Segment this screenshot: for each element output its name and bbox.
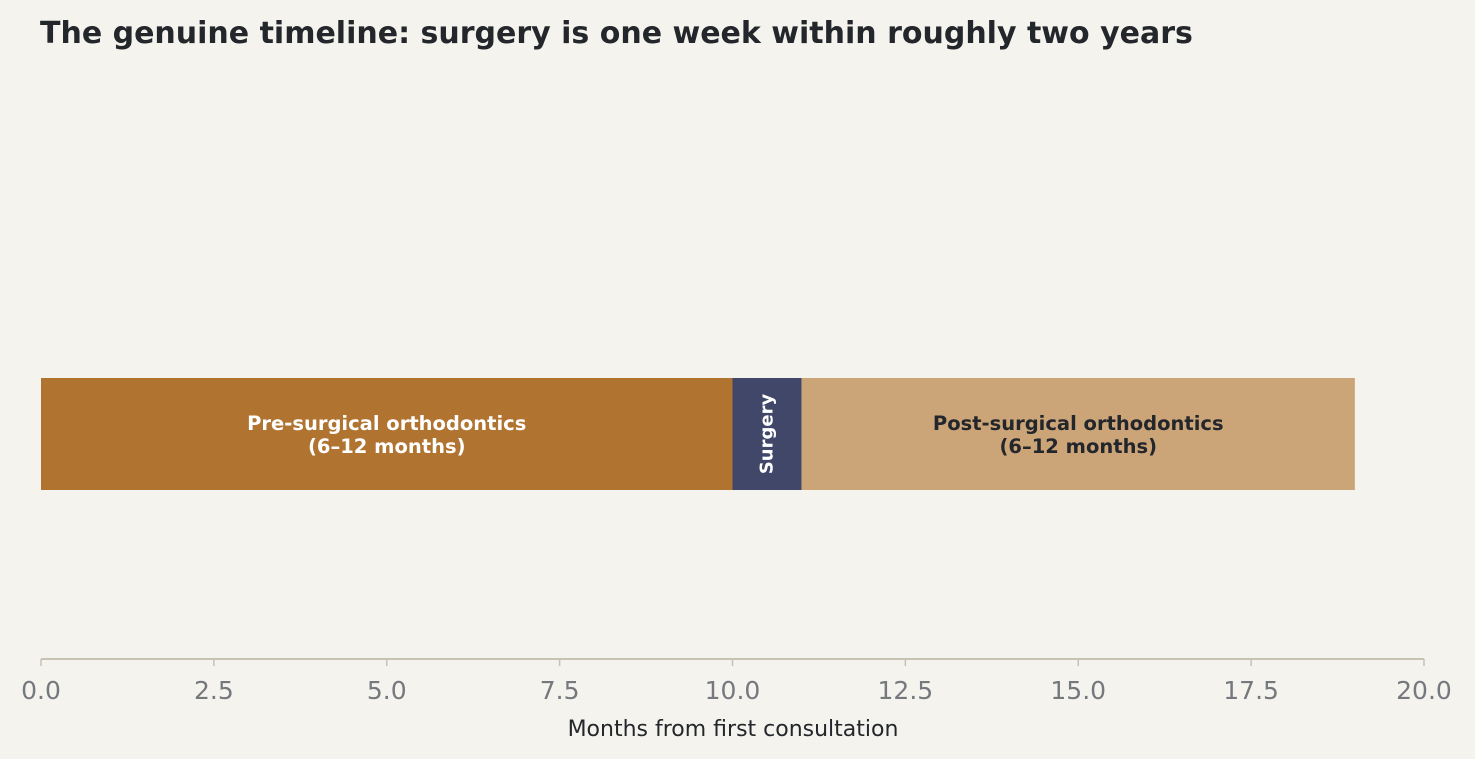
bar-segment-pre-surgical-orthodontics xyxy=(41,378,733,490)
x-tick-label: 0.0 xyxy=(21,676,61,705)
x-axis-label: Months from first consultation xyxy=(568,717,899,742)
x-tick-label: 17.5 xyxy=(1223,676,1279,705)
x-tick-label: 20.0 xyxy=(1396,676,1452,705)
x-axis: 0.0 2.5 5.0 7.5 10.0 12.5 15.0 17.5 20.0 xyxy=(21,658,1452,705)
x-tick-label: 5.0 xyxy=(367,676,407,705)
bar-segments: Pre-surgical orthodontics (6–12 months) Su… xyxy=(41,378,1355,490)
bar-segment-post-surgical-orthodontics xyxy=(801,378,1355,490)
chart-title: The genuine timeline: surgery is one wee… xyxy=(40,16,1193,51)
bar-segment-surgery xyxy=(732,378,802,490)
segment-label-pre-surgical-orthodontics: Pre-surgical orthodontics (6–12 months) xyxy=(247,412,526,458)
x-tick-label: 15.0 xyxy=(1050,676,1106,705)
segment-label-post-surgical-orthodontics: Post-surgical orthodontics (6–12 months) xyxy=(933,412,1224,458)
x-tick-label: 10.0 xyxy=(705,676,761,705)
x-tick-label: 7.5 xyxy=(540,676,580,705)
x-tick-label: 12.5 xyxy=(878,676,934,705)
segment-label-surgery: Surgery xyxy=(757,394,778,475)
x-tick-label: 2.5 xyxy=(194,676,234,705)
